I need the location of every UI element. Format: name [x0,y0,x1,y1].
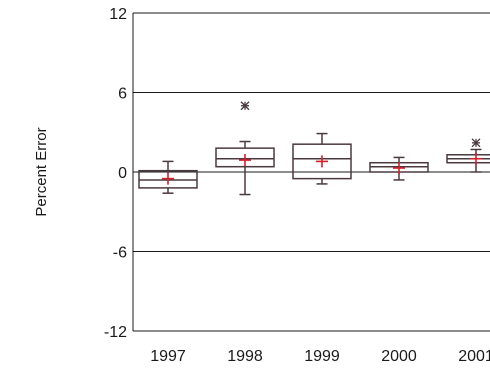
box-iqr [292,143,352,180]
x-tick-label: 1999 [304,348,340,365]
x-tick-label: 1998 [227,348,263,365]
y-tick-label: 12 [109,6,127,23]
box-2000 [369,156,429,181]
y-tick-label: 0 [118,165,127,182]
y-tick-label: -12 [104,324,127,341]
x-tick-label: 2000 [381,348,417,365]
y-tick-labels: 12 6 0 -6 -12 [104,6,127,341]
box-1997 [138,160,198,194]
x-tick-label: 1997 [150,348,186,365]
y-tick-label: -6 [113,245,127,262]
grid-lines [133,12,490,332]
boxes-group [138,101,490,196]
box-1998 [215,101,275,196]
outlier-stroke [240,101,250,111]
box-1999 [292,132,352,185]
y-axis-label: Percent Error [33,127,50,216]
y-tick-label: 6 [118,86,127,103]
box-2001 [446,138,490,173]
outlier-marker [471,138,481,148]
outlier-stroke [471,138,481,148]
outlier-marker [240,101,250,111]
x-tick-label: 2001 [458,348,490,365]
box-iqr [215,147,275,168]
x-tick-labels: 1997 1998 1999 2000 2001 [150,348,490,365]
